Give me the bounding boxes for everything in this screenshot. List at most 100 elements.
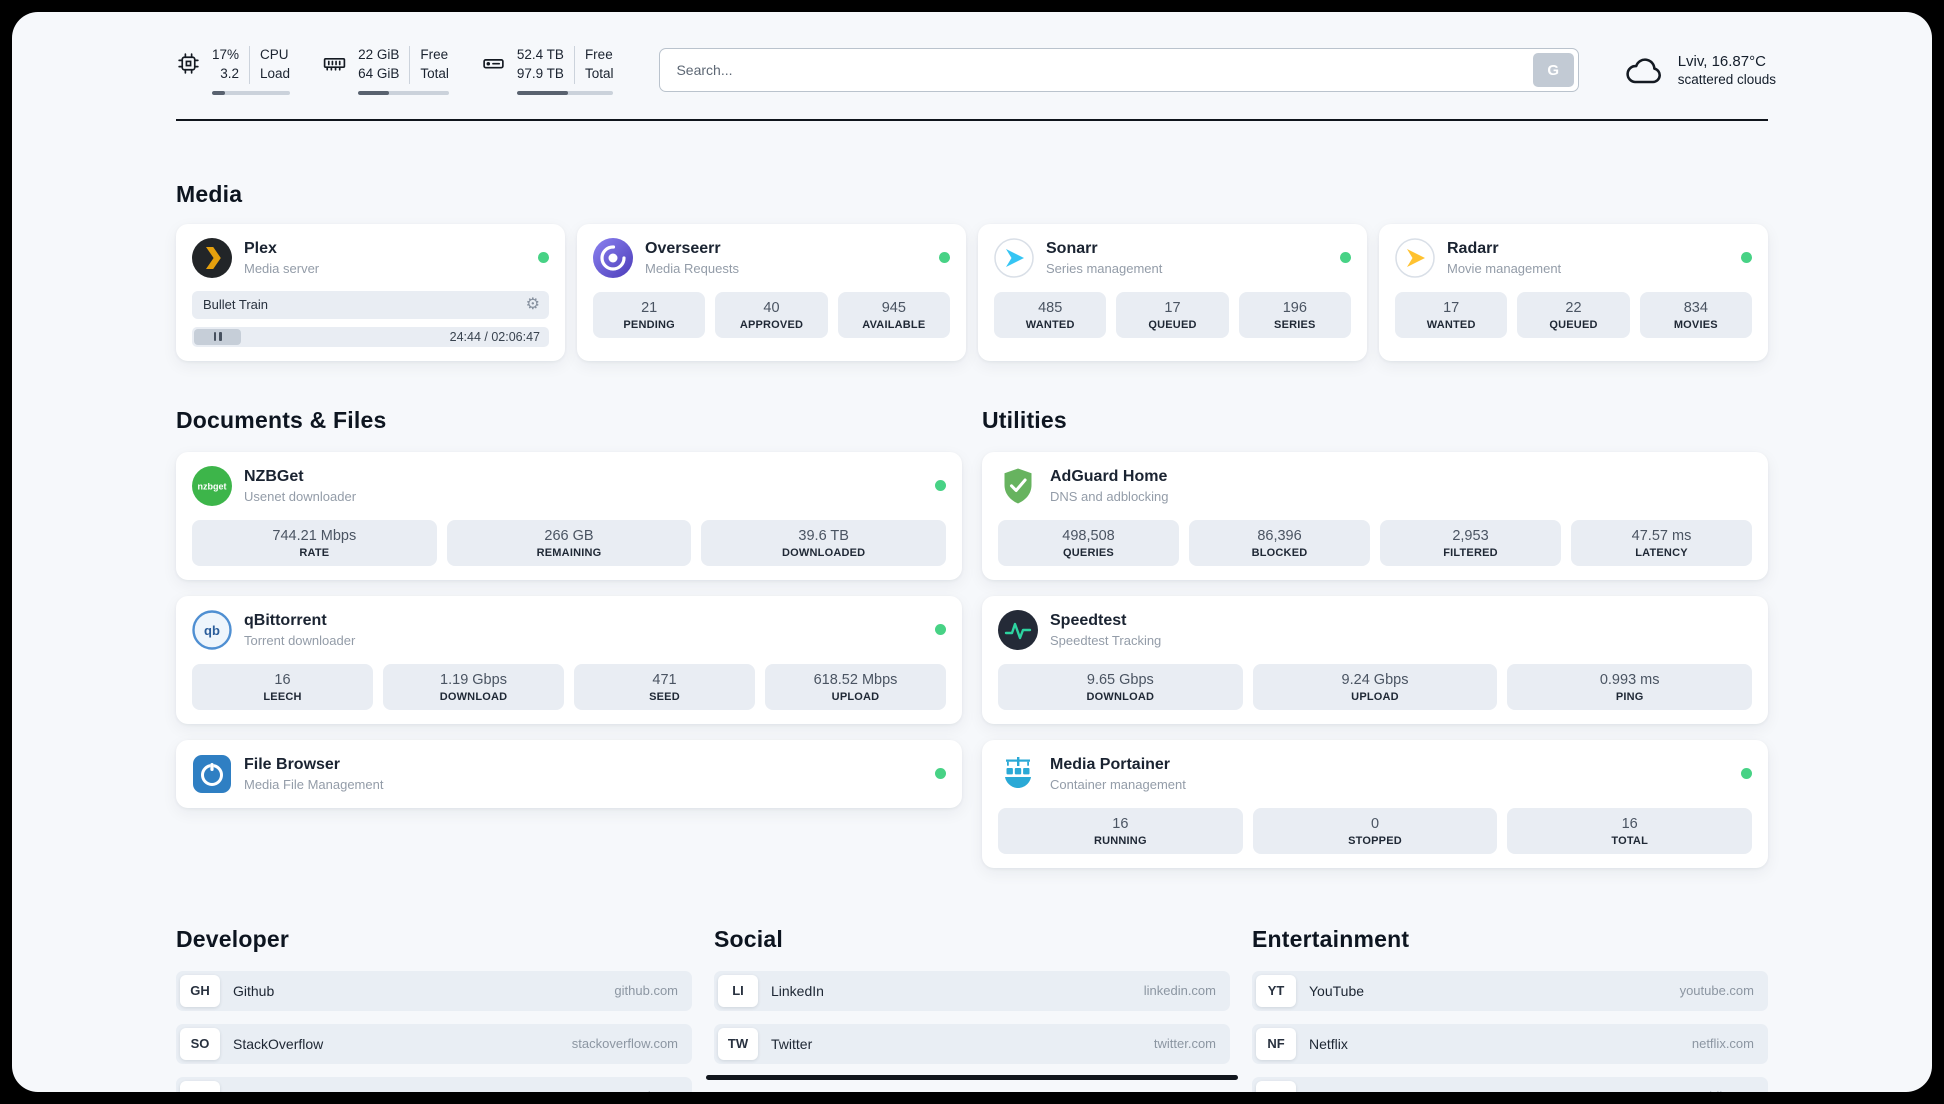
bookmark-badge: SO — [180, 1027, 220, 1060]
speedtest-card[interactable]: Speedtest Speedtest Tracking 9.65 Gbps D… — [982, 595, 1768, 724]
playback-time: 24:44 / 02:06:47 — [449, 329, 540, 344]
search-engine-button[interactable]: G — [1532, 53, 1574, 88]
documents-section: Documents & Files nzbget NZBGet Usenet d… — [176, 407, 962, 868]
cpu-icon — [176, 51, 201, 76]
stat-wanted: 485 WANTED — [994, 291, 1107, 338]
sonarr-icon — [994, 238, 1034, 278]
search-input[interactable] — [659, 48, 1579, 93]
app-subtitle: Container management — [1050, 776, 1186, 792]
stat-available: 945 AVAILABLE — [837, 291, 950, 338]
bookmark-youtube[interactable]: YT YouTube youtube.com — [1252, 970, 1768, 1011]
topbar: 17% 3.2 CPU Load — [12, 12, 1932, 95]
app-name: File Browser — [244, 755, 341, 773]
weather-location: Lviv, 16.87°C — [1677, 52, 1766, 70]
stat-upload: 618.52 Mbps UPLOAD — [765, 663, 946, 710]
nzbget-card[interactable]: nzbget NZBGet Usenet downloader 744.21 M… — [176, 451, 962, 580]
cpu-label: CPU — [260, 47, 289, 62]
memory-progress-bar — [358, 90, 449, 95]
settings-icon[interactable]: ⚙ — [525, 295, 540, 313]
memory-stat: 22 GiB 64 GiB Free Total — [322, 46, 449, 95]
section-heading-utilities: Utilities — [982, 406, 1067, 433]
adguard-icon — [998, 466, 1038, 506]
app-subtitle: DNS and adblocking — [1050, 488, 1169, 504]
stat-seed: 471 SEED — [574, 663, 755, 710]
bookmark-badge: GH — [180, 974, 220, 1007]
disk-free: 52.4 TB — [516, 47, 564, 62]
stat-downloaded: 39.6 TB DOWNLOADED — [701, 519, 947, 566]
stat-ping: 0.993 ms PING — [1507, 663, 1753, 710]
stat-queued: 22 QUEUED — [1517, 291, 1630, 338]
plex-card[interactable]: Plex Media server Bullet Train ⚙ 24:44 /… — [176, 223, 565, 361]
section-heading-social: Social — [714, 925, 783, 952]
pause-button[interactable] — [194, 328, 241, 345]
stat-queued: 17 QUEUED — [1116, 291, 1229, 338]
section-heading-media: Media — [176, 180, 243, 207]
app-name: Plex — [244, 239, 277, 257]
qbittorrent-card[interactable]: qb qBittorrent Torrent downloader 16 LEE… — [176, 595, 962, 724]
bookmark-dev[interactable]: DT DEV dev.to — [176, 1076, 692, 1092]
system-stats: 17% 3.2 CPU Load — [176, 46, 614, 95]
stat-download: 9.65 Gbps DOWNLOAD — [998, 663, 1243, 710]
overseerr-card[interactable]: Overseerr Media Requests 21 PENDING 40 A… — [577, 223, 966, 361]
adguard-card[interactable]: AdGuard Home DNS and adblocking 498,508 … — [982, 451, 1768, 580]
disk-total: 97.9 TB — [516, 65, 564, 81]
disk-total-label: Total — [584, 65, 614, 81]
bookmark-reddit[interactable]: RE Reddit reddit.com — [1252, 1076, 1768, 1092]
portainer-card[interactable]: Media Portainer Container management 16 … — [982, 739, 1768, 868]
app-name: AdGuard Home — [1050, 467, 1168, 485]
stat-remaining: 266 GB REMAINING — [446, 519, 692, 566]
bookmark-badge: YT — [1256, 974, 1296, 1007]
stat-leech: 16 LEECH — [192, 663, 373, 710]
cpu-usage: 17% — [212, 47, 240, 62]
app-subtitle: Speedtest Tracking — [1050, 632, 1162, 648]
stat-running: 16 RUNNING — [998, 807, 1243, 854]
dashboard-page: 17% 3.2 CPU Load — [12, 12, 1932, 1092]
bookmark-netflix[interactable]: NF Netflix netflix.com — [1252, 1023, 1768, 1064]
app-subtitle: Media File Management — [244, 776, 384, 792]
app-name: Speedtest — [1050, 611, 1127, 629]
cpu-load-label: Load — [260, 65, 291, 81]
app-subtitle: Torrent downloader — [244, 632, 356, 648]
sonarr-card[interactable]: Sonarr Series management 485 WANTED 17 Q… — [978, 223, 1367, 361]
memory-free-label: Free — [420, 47, 449, 62]
search-bar: G — [659, 48, 1579, 93]
stat-latency: 47.57 ms LATENCY — [1571, 519, 1752, 566]
bookmark-twitter[interactable]: TW Twitter twitter.com — [714, 1023, 1230, 1064]
stat-total: 16 TOTAL — [1507, 807, 1753, 854]
cpu-stat: 17% 3.2 CPU Load — [176, 46, 291, 95]
bookmark-stackoverflow[interactable]: SO StackOverflow stackoverflow.com — [176, 1023, 692, 1064]
app-name: Radarr — [1447, 239, 1499, 257]
radarr-icon — [1395, 238, 1435, 278]
bookmark-badge: LI — [718, 974, 758, 1007]
stat-filtered: 2,953 FILTERED — [1380, 519, 1561, 566]
bookmark-linkedin[interactable]: LI LinkedIn linkedin.com — [714, 970, 1230, 1011]
speedtest-icon — [998, 609, 1038, 650]
radarr-card[interactable]: Radarr Movie management 17 WANTED 22 QUE… — [1379, 223, 1768, 361]
filebrowser-card[interactable]: File Browser Media File Management — [176, 739, 962, 808]
cpu-progress-bar — [212, 90, 291, 95]
cpu-load-avg: 3.2 — [220, 65, 240, 81]
media-section: Media Plex Media server — [176, 181, 1768, 361]
playback-progress-bar[interactable]: 24:44 / 02:06:47 — [192, 326, 549, 347]
portainer-icon — [998, 754, 1038, 794]
plex-icon — [192, 237, 232, 278]
disk-progress-bar — [516, 90, 614, 95]
section-heading-entertainment: Entertainment — [1252, 925, 1410, 952]
svg-text:nzbget: nzbget — [198, 481, 227, 491]
overseerr-icon — [593, 237, 633, 278]
social-section: Social LI LinkedIn linkedin.com TW Twitt… — [714, 926, 1230, 1064]
status-dot — [538, 252, 549, 264]
status-dot — [935, 624, 946, 636]
stat-approved: 40 APPROVED — [715, 291, 828, 338]
home-indicator — [706, 1075, 1238, 1080]
app-name: qBittorrent — [244, 611, 327, 629]
app-name: NZBGet — [244, 467, 304, 485]
stat-rate: 744.21 Mbps RATE — [192, 519, 437, 566]
disk-stat: 52.4 TB 97.9 TB Free Total — [481, 46, 614, 95]
status-dot — [939, 252, 950, 264]
app-subtitle: Usenet downloader — [244, 488, 357, 504]
stat-download: 1.19 Gbps DOWNLOAD — [383, 663, 564, 710]
bookmark-badge: RE — [1256, 1080, 1296, 1092]
memory-icon — [322, 51, 347, 76]
bookmark-github[interactable]: GH Github github.com — [176, 970, 692, 1011]
